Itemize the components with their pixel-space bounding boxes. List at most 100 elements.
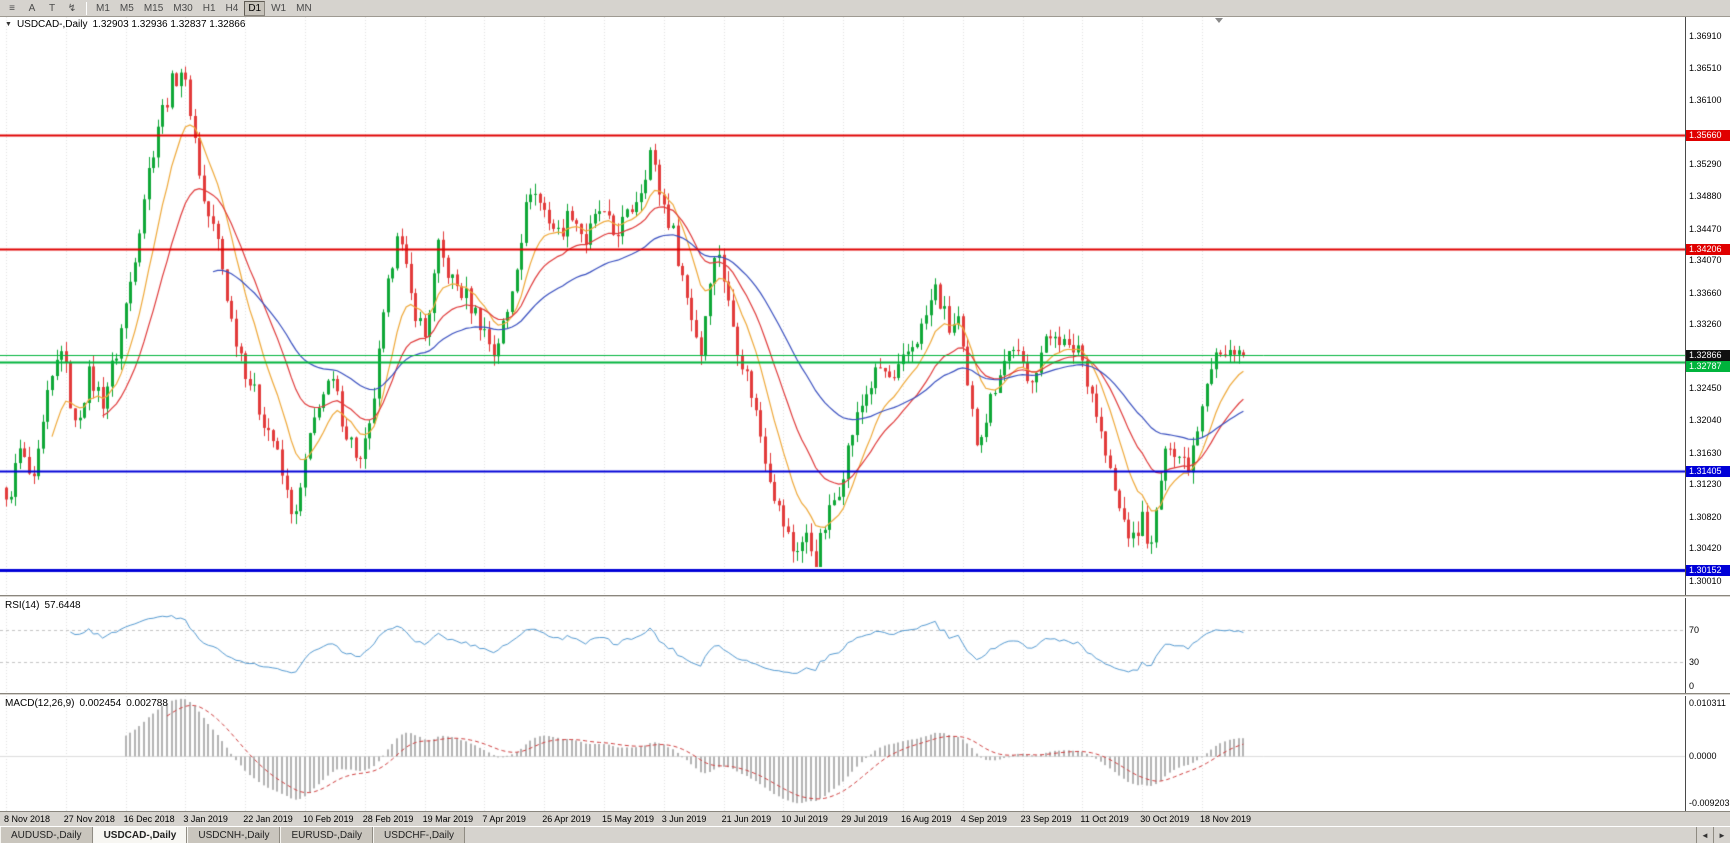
rsi-pane: RSI(14) 57.6448 70 30 0 <box>0 598 1730 693</box>
date-tick: 23 Sep 2019 <box>1020 814 1072 824</box>
date-tick: 10 Jul 2019 <box>781 814 828 824</box>
tab-usdcnh-daily[interactable]: USDCNH-,Daily <box>187 827 281 843</box>
timeframe-mn-button[interactable]: MN <box>296 2 312 14</box>
date-tick: 22 Jan 2019 <box>243 814 293 824</box>
rsi-name: RSI(14) <box>5 600 40 611</box>
price-tick: 1.33260 <box>1689 319 1722 330</box>
chart-tabs: AUDUSD-,Daily USDCAD-,Daily USDCNH-,Daily E… <box>0 827 466 843</box>
date-tick: 3 Jun 2019 <box>661 814 707 824</box>
price-level-label: 1.30152 <box>1686 565 1730 576</box>
zigzag-tool-button[interactable]: ↯ <box>67 2 77 14</box>
rsi-label: RSI(14) 57.6448 <box>5 600 81 611</box>
price-tick: 1.33660 <box>1689 287 1722 298</box>
candlestick-chart[interactable] <box>0 17 1685 595</box>
tabs-scroll-group: ◄ ► <box>1696 827 1730 843</box>
tab-usdcad-daily[interactable]: USDCAD-,Daily <box>92 827 188 843</box>
bar-chart-icon[interactable]: ≡ <box>9 2 15 14</box>
date-tick: 3 Jan 2019 <box>183 814 228 824</box>
price-tick: 1.30010 <box>1689 575 1722 586</box>
rsi-value: 57.6448 <box>44 600 81 611</box>
price-tick: 1.36100 <box>1689 94 1722 105</box>
cursor-tool-button[interactable]: A <box>28 2 36 14</box>
price-tick: 1.34880 <box>1689 191 1722 202</box>
macd-chart[interactable] <box>0 696 1685 811</box>
symbol-dropdown-icon: ▼ <box>5 21 12 28</box>
date-tick: 28 Feb 2019 <box>362 814 414 824</box>
chart-shift-marker[interactable] <box>1215 18 1223 23</box>
date-tick: 29 Jul 2019 <box>841 814 888 824</box>
date-tick: 16 Dec 2018 <box>123 814 175 824</box>
symbol-title: USDCAD-,Daily <box>16 19 88 30</box>
chart-toolbar: ≡ A T ↯ M1 M5 M15 M30 H1 H4 D1 W1 MN <box>0 0 1730 17</box>
macd-main-value: 0.002454 <box>79 698 122 709</box>
timeframe-m1-button[interactable]: M1 <box>96 2 110 14</box>
tab-usdchf-daily[interactable]: USDCHF-,Daily <box>373 827 466 843</box>
timeframe-d1-button[interactable]: D1 <box>244 0 266 16</box>
date-tick: 19 Mar 2019 <box>422 814 474 824</box>
date-tick: 11 Oct 2019 <box>1080 814 1129 824</box>
timeframe-w1-button[interactable]: W1 <box>271 2 287 14</box>
toolbar-icon-group: ≡ A T ↯ <box>3 1 81 16</box>
date-tick: 21 Jun 2019 <box>721 814 772 824</box>
rsi-tick: 70 <box>1689 625 1700 635</box>
tabs-scroll-right[interactable]: ► <box>1713 827 1730 843</box>
rsi-tick: 0 <box>1689 681 1695 691</box>
price-tick: 1.36910 <box>1689 30 1722 41</box>
main-chart-pane: ▼ USDCAD-,Daily 1.32903 1.32936 1.32837 … <box>0 17 1730 595</box>
price-level-label: 1.32866 <box>1686 350 1730 361</box>
price-tick: 1.36510 <box>1689 62 1722 73</box>
price-tick: 1.34070 <box>1689 255 1722 266</box>
date-tick: 18 Nov 2019 <box>1200 814 1252 824</box>
price-tick: 1.34470 <box>1689 223 1722 234</box>
tabs-scroll-left[interactable]: ◄ <box>1696 827 1713 843</box>
timeframe-group: M1 M5 M15 M30 H1 H4 D1 W1 MN <box>92 0 316 16</box>
timeframe-h1-button[interactable]: H1 <box>202 2 216 14</box>
macd-tick: 0.0000 <box>1689 751 1717 761</box>
price-tick: 1.35290 <box>1689 158 1722 169</box>
timeframe-m5-button[interactable]: M5 <box>119 2 134 14</box>
date-tick: 10 Feb 2019 <box>303 814 354 824</box>
pane-splitter[interactable] <box>0 693 1730 696</box>
pane-splitter[interactable] <box>0 595 1730 598</box>
macd-signal-value: 0.002788 <box>126 698 168 709</box>
price-tick: 1.32450 <box>1689 383 1722 394</box>
price-level-label: 1.32787 <box>1686 361 1730 372</box>
date-tick: 27 Nov 2018 <box>63 814 115 824</box>
timeframe-m15-button[interactable]: M15 <box>143 2 164 14</box>
tab-audusd-daily[interactable]: AUDUSD-,Daily <box>0 827 93 843</box>
date-tick: 16 Aug 2019 <box>901 814 952 824</box>
text-tool-button[interactable]: T <box>48 2 56 14</box>
date-tick: 4 Sep 2019 <box>960 814 1007 824</box>
timeframe-h4-button[interactable]: H4 <box>225 2 239 14</box>
price-level-label: 1.31405 <box>1686 466 1730 477</box>
date-tick: 26 Apr 2019 <box>542 814 591 824</box>
date-tick: 30 Oct 2019 <box>1140 814 1190 824</box>
price-level-label: 1.35660 <box>1686 130 1730 141</box>
price-tick: 1.32040 <box>1689 415 1722 426</box>
date-tick: 7 Apr 2019 <box>482 814 526 824</box>
macd-tick: -0.009203 <box>1689 798 1730 809</box>
macd-tick: 0.010311 <box>1689 697 1726 708</box>
chart-title: ▼ USDCAD-,Daily 1.32903 1.32936 1.32837 … <box>5 19 245 30</box>
rsi-axis[interactable]: 70 30 0 <box>1685 598 1730 693</box>
price-tick: 1.31630 <box>1689 447 1722 458</box>
tab-eurusd-daily[interactable]: EURUSD-,Daily <box>280 827 374 843</box>
date-tick: 8 Nov 2018 <box>4 814 51 824</box>
time-axis[interactable]: 8 Nov 2018 27 Nov 2018 16 Dec 2018 3 Jan 20… <box>0 811 1730 826</box>
toolbar-separator <box>86 1 87 15</box>
macd-pane: MACD(12,26,9) 0.002454 0.002788 0.010311… <box>0 696 1730 811</box>
macd-axis[interactable]: 0.010311 0.0000 -0.009203 <box>1685 696 1730 811</box>
timeframe-m30-button[interactable]: M30 <box>173 2 193 14</box>
macd-label: MACD(12,26,9) 0.002454 0.002788 <box>5 698 168 709</box>
date-tick: 15 May 2019 <box>602 814 655 824</box>
price-tick: 1.30420 <box>1689 543 1722 554</box>
chart-tabs-bar: AUDUSD-,Daily USDCAD-,Daily USDCNH-,Daily E… <box>0 826 1730 843</box>
price-axis[interactable]: 1.36910 1.36510 1.36100 1.35290 1.34880 1.344… <box>1685 17 1730 595</box>
chart-area: ▼ USDCAD-,Daily 1.32903 1.32936 1.32837 … <box>0 17 1730 826</box>
price-tick: 1.30820 <box>1689 511 1722 522</box>
ohlc-values: 1.32903 1.32936 1.32837 1.32866 <box>92 19 246 30</box>
price-tick: 1.31230 <box>1689 479 1722 490</box>
macd-name: MACD(12,26,9) <box>5 698 75 709</box>
rsi-chart[interactable] <box>0 598 1685 693</box>
